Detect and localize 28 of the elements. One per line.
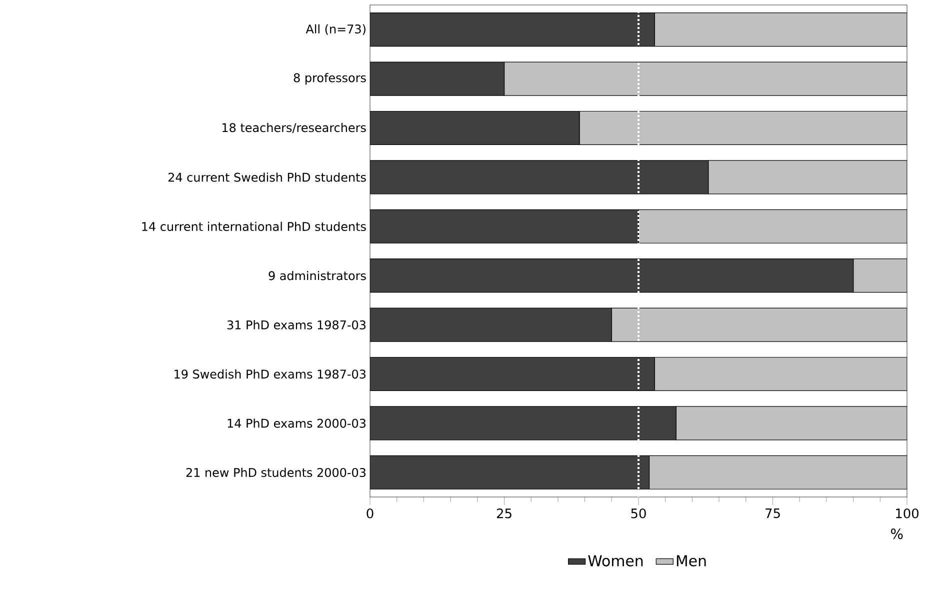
bar <box>853 258 908 293</box>
legend-label: Women <box>588 555 643 566</box>
bar <box>638 209 908 244</box>
y-tick-label: 18 teachers/researchers <box>222 122 366 134</box>
x-axis-title: % <box>891 528 903 540</box>
y-tick-label: 8 professors <box>294 73 366 85</box>
bar <box>611 308 908 342</box>
bar <box>708 160 908 194</box>
bar <box>648 455 908 490</box>
x-tick-label: 25 <box>496 508 512 518</box>
x-tick-label: 75 <box>766 508 780 518</box>
y-tick-label: 14 current international PhD students <box>142 222 366 232</box>
x-tick-label: 50 <box>631 508 646 518</box>
x-tick-label: 0 <box>366 508 374 518</box>
y-tick-label: 21 new PhD students 2000-03 <box>186 468 366 478</box>
bar <box>504 62 908 96</box>
bar <box>654 356 908 392</box>
y-tick-label: 19 Swedish PhD exams 1987-03 <box>174 369 366 379</box>
legend-label: Men <box>676 555 706 566</box>
y-tick-label: 31 PhD exams 1987-03 <box>227 320 366 330</box>
bar <box>579 110 908 146</box>
bar <box>676 406 908 440</box>
y-tick-label: All (n=73) <box>306 24 366 35</box>
y-tick-label: 9 administrators <box>268 270 366 280</box>
y-tick-label: 14 PhD exams 2000-03 <box>228 418 366 428</box>
x-tick-label: 100 <box>896 508 918 518</box>
bar <box>654 12 908 47</box>
y-tick-label: 24 current Swedish PhD students <box>168 172 366 182</box>
